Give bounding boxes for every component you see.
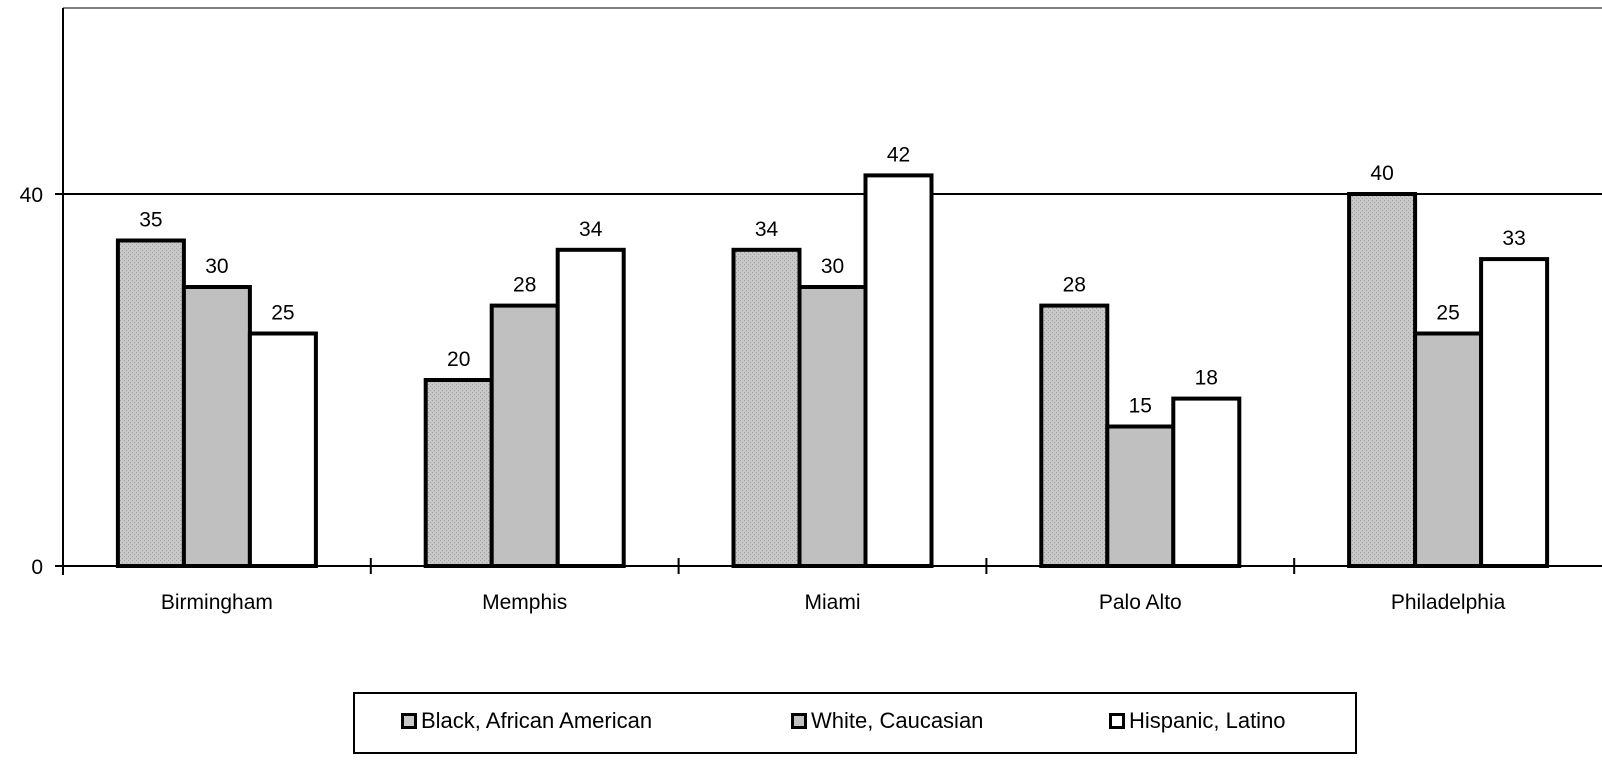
bar-chart: 35 30 25 Birmingham 20 28 34 Memphis 34 30 42 Miami…	[0, 0, 1602, 690]
bar-philadelphia-s2	[1481, 259, 1547, 566]
category-label: Palo Alto	[1099, 591, 1182, 614]
y-tick-label: 0	[31, 556, 43, 579]
bar-memphis-s1	[492, 306, 558, 566]
legend-label-white: White, Caucasian	[811, 708, 983, 734]
bar-philadelphia-s1	[1415, 334, 1481, 567]
legend-swatch-hispanic	[1109, 713, 1125, 729]
data-label: 28	[1063, 274, 1086, 297]
data-label: 25	[1436, 302, 1459, 325]
legend-item-black: Black, African American	[401, 708, 652, 734]
data-label: 33	[1502, 227, 1525, 250]
bar-palo-alto-s1	[1107, 427, 1173, 567]
bar-birmingham-s2	[250, 334, 316, 567]
bar-birmingham-s0	[118, 241, 184, 567]
legend-item-hispanic: Hispanic, Latino	[1109, 708, 1286, 734]
data-label: 40	[1370, 162, 1393, 185]
bar-miami-s1	[800, 287, 866, 566]
category-label: Memphis	[482, 591, 567, 614]
data-label: 15	[1129, 395, 1152, 418]
category-label: Miami	[805, 591, 861, 614]
legend-item-white: White, Caucasian	[791, 708, 983, 734]
legend-label-hispanic: Hispanic, Latino	[1129, 708, 1286, 734]
bar-memphis-s0	[426, 380, 492, 566]
bar-miami-s2	[866, 175, 932, 566]
data-label: 35	[139, 209, 162, 232]
legend-swatch-white	[791, 713, 807, 729]
category-label: Birmingham	[161, 591, 273, 614]
data-label: 42	[887, 143, 910, 166]
y-tick-label: 40	[20, 184, 43, 207]
bar-palo-alto-s0	[1041, 306, 1107, 566]
data-label: 34	[755, 218, 779, 241]
bar-philadelphia-s0	[1349, 194, 1415, 566]
data-label: 34	[579, 218, 603, 241]
data-label: 30	[821, 255, 844, 278]
data-label: 25	[271, 302, 294, 325]
category-label: Philadelphia	[1391, 591, 1506, 614]
data-label: 18	[1195, 367, 1218, 390]
bar-miami-s0	[734, 250, 800, 566]
legend: Black, African American White, Caucasian…	[353, 692, 1357, 754]
bar-palo-alto-s2	[1173, 399, 1239, 566]
data-label: 20	[447, 348, 470, 371]
bars-group	[118, 175, 1547, 566]
bar-birmingham-s1	[184, 287, 250, 566]
data-label: 28	[513, 274, 536, 297]
legend-label-black: Black, African American	[421, 708, 652, 734]
data-label: 30	[205, 255, 228, 278]
bar-memphis-s2	[558, 250, 624, 566]
legend-swatch-black	[401, 713, 417, 729]
